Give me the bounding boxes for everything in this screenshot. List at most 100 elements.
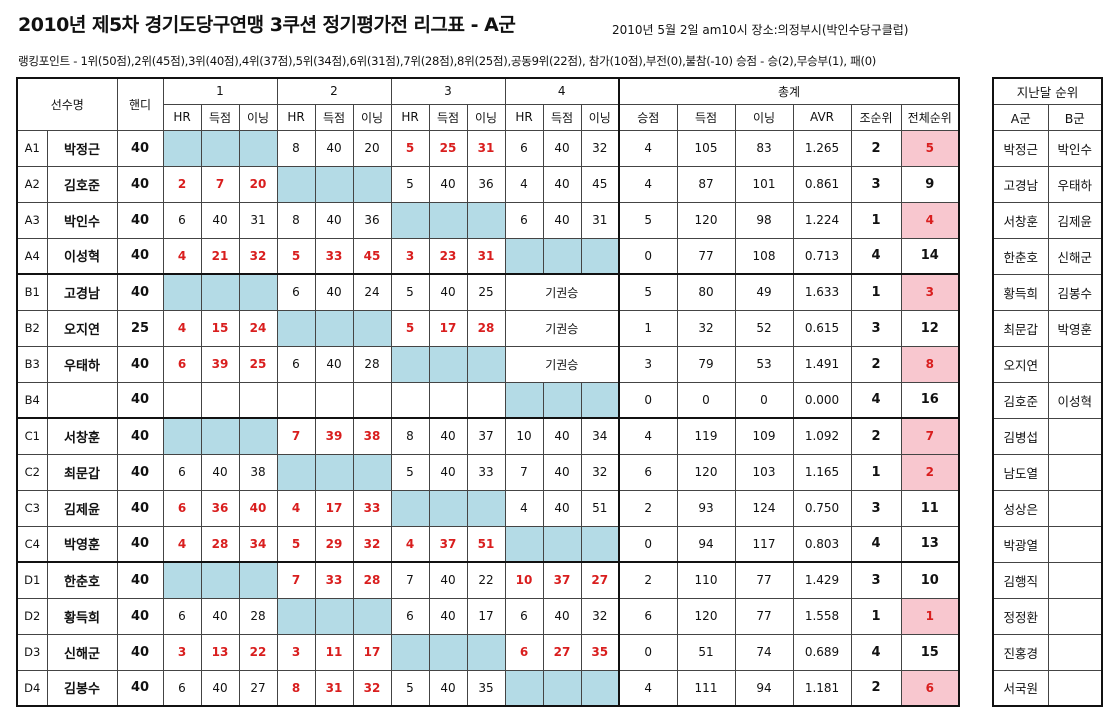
game-hr: 4 — [504, 165, 544, 203]
side-b-name: 김봉수 — [1047, 273, 1103, 311]
game-hr: 5 — [390, 273, 430, 311]
game-hr: 4 — [276, 489, 316, 527]
game-inn: 40 — [238, 489, 278, 527]
game-hr: 6 — [162, 345, 202, 383]
player-code: A4 — [16, 237, 48, 275]
game-hr: 3 — [162, 633, 202, 671]
player-handicap: 40 — [116, 165, 164, 203]
game-inn: 32 — [580, 597, 620, 635]
side-b-name — [1047, 561, 1103, 599]
side-b-name — [1047, 345, 1103, 383]
self-match-cell — [466, 345, 506, 383]
self-match-cell — [238, 561, 278, 599]
self-match-cell — [238, 417, 278, 455]
total-wins: 4 — [618, 165, 678, 203]
player-code: B1 — [16, 273, 48, 311]
game-hr: 5 — [390, 165, 430, 203]
player-name: 오지연 — [46, 309, 118, 347]
game-inn: 34 — [238, 525, 278, 563]
player-handicap: 40 — [116, 381, 164, 419]
side-a-name: 김호준 — [992, 381, 1049, 419]
total-innings: 103 — [734, 453, 794, 491]
self-match-cell — [390, 489, 430, 527]
group-rank: 4 — [850, 633, 902, 671]
total-average: 1.265 — [792, 129, 852, 167]
total-innings: 77 — [734, 561, 794, 599]
subheader-r4-0: HR — [504, 103, 544, 131]
group-rank: 1 — [850, 597, 902, 635]
game-hr: 7 — [390, 561, 430, 599]
game-hr: 6 — [276, 273, 316, 311]
game-inn: 28 — [466, 309, 506, 347]
player-name: 한춘호 — [46, 561, 118, 599]
table-row: B3 우태하 40 6 39 25 6 40 28 기권승 3 79 53 1.491 2 8 — [16, 345, 960, 383]
side-b-name: 김제윤 — [1047, 201, 1103, 239]
total-wins: 3 — [618, 345, 678, 383]
overall-rank: 7 — [900, 417, 960, 455]
self-match-cell — [580, 237, 620, 275]
game-inn: 45 — [352, 237, 392, 275]
side-a-name: 서국원 — [992, 669, 1049, 707]
game-hr: 5 — [276, 237, 316, 275]
total-points: 51 — [676, 633, 736, 671]
group-rank: 3 — [850, 489, 902, 527]
player-name: 이성혁 — [46, 237, 118, 275]
group-rank: 2 — [850, 345, 902, 383]
overall-rank: 16 — [900, 381, 960, 419]
game-pts: 40 — [542, 597, 582, 635]
player-code: C4 — [16, 525, 48, 563]
subheader-r2-1: 득점 — [314, 103, 354, 131]
total-wins: 0 — [618, 633, 678, 671]
total-average: 1.491 — [792, 345, 852, 383]
game-pts: 37 — [542, 561, 582, 599]
game-inn: 28 — [238, 597, 278, 635]
total-average: 1.181 — [792, 669, 852, 707]
player-code: D2 — [16, 597, 48, 635]
self-match-cell — [162, 273, 202, 311]
group-rank: 1 — [850, 453, 902, 491]
side-row: 성상은 — [992, 489, 1103, 527]
total-wins: 4 — [618, 129, 678, 167]
player-code: B2 — [16, 309, 48, 347]
total-wins: 1 — [618, 309, 678, 347]
side-b-name: 우태하 — [1047, 165, 1103, 203]
table-row: B4 40 0 0 0 0.000 4 16 — [16, 381, 960, 419]
player-name: 박정근 — [46, 129, 118, 167]
game-pts: 40 — [314, 273, 354, 311]
side-a-name: 서창훈 — [992, 201, 1049, 239]
player-code: C1 — [16, 417, 48, 455]
game-hr: 6 — [162, 669, 202, 707]
total-innings: 83 — [734, 129, 794, 167]
total-average: 1.224 — [792, 201, 852, 239]
total-innings: 117 — [734, 525, 794, 563]
game-hr: 5 — [390, 669, 430, 707]
side-b-name — [1047, 453, 1103, 491]
game-inn: 35 — [466, 669, 506, 707]
subheader-total-5: 전체순위 — [900, 103, 960, 131]
total-average: 1.633 — [792, 273, 852, 311]
table-row: A2 김호준 40 2 7 20 5 40 36 4 40 45 4 87 101 0.861 3 9 — [16, 165, 960, 203]
total-innings: 77 — [734, 597, 794, 635]
game-pts: 40 — [428, 453, 468, 491]
player-handicap: 40 — [116, 129, 164, 167]
self-match-cell — [504, 669, 544, 707]
player-handicap: 40 — [116, 273, 164, 311]
game-pts: 17 — [428, 309, 468, 347]
total-wins: 5 — [618, 201, 678, 239]
player-code: D3 — [16, 633, 48, 671]
empty-cell — [162, 381, 202, 419]
side-row: 김호준 이성혁 — [992, 381, 1103, 419]
player-name: 고경남 — [46, 273, 118, 311]
total-points: 93 — [676, 489, 736, 527]
group-rank: 4 — [850, 525, 902, 563]
last-month-ranking-table: 지난달 순위 A군 B군 박정근 박인수 고경남 우태하 서창훈 김제윤 한춘호 신해군 황득희… — [992, 77, 1103, 707]
header-total: 총계 — [618, 77, 960, 105]
self-match-cell — [428, 345, 468, 383]
self-match-cell — [200, 417, 240, 455]
side-row: 서국원 — [992, 669, 1103, 707]
game-pts: 37 — [428, 525, 468, 563]
side-row: 박정근 박인수 — [992, 129, 1103, 167]
game-hr: 7 — [276, 561, 316, 599]
total-average: 0.750 — [792, 489, 852, 527]
player-handicap: 40 — [116, 237, 164, 275]
